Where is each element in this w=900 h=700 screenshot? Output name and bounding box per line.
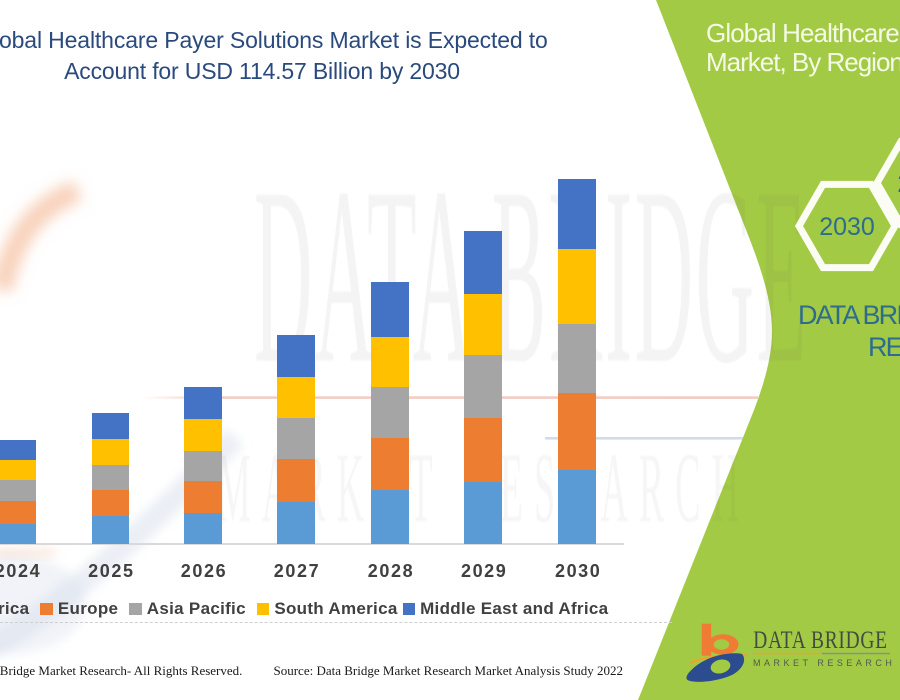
- svg-text:DATA BRIDGE: DATA BRIDGE: [254, 136, 809, 416]
- svg-text:2030: 2030: [819, 213, 875, 241]
- svg-text:MARKET RESEARCH: MARKET RESEARCH: [753, 658, 895, 668]
- svg-text:2029: 2029: [897, 170, 900, 198]
- svg-text:DATA BRIDGE: DATA BRIDGE: [753, 625, 887, 653]
